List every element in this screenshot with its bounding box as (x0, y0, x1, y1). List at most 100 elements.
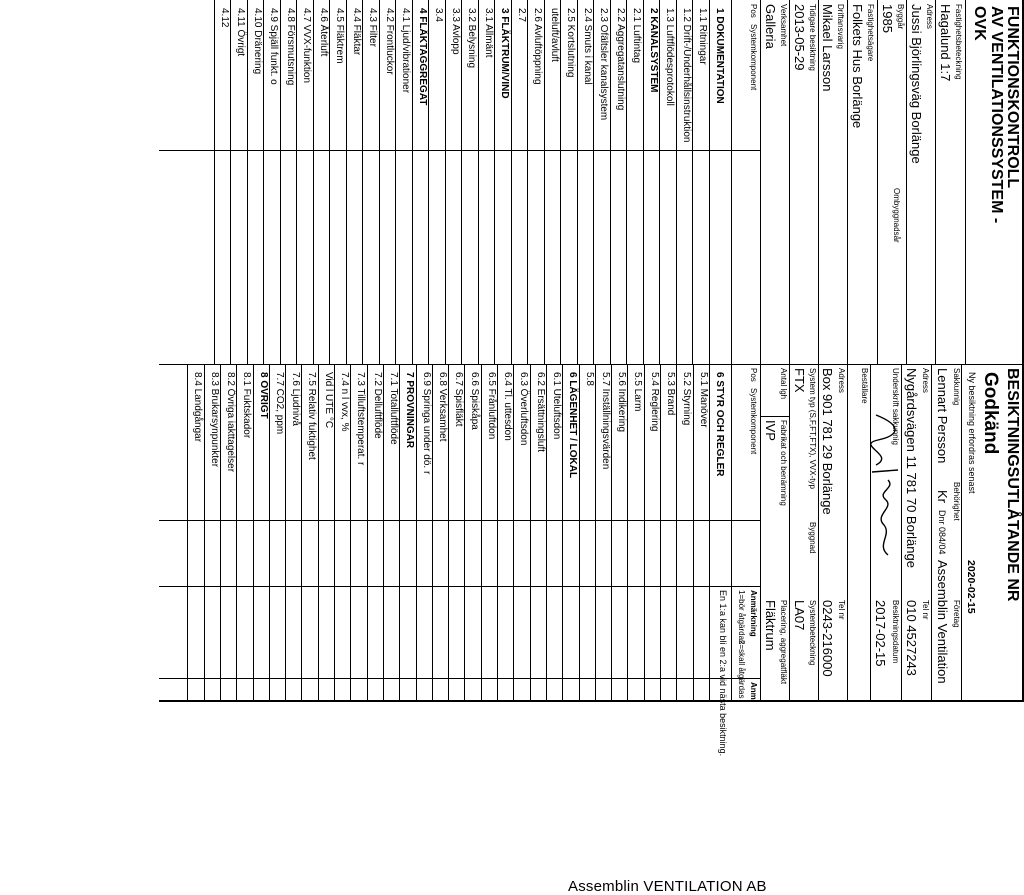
date-label: Besiktningsdatum (891, 600, 900, 664)
component-row: 2.7 (516, 8, 527, 22)
row-divider (329, 0, 331, 364)
year: 1985 (880, 4, 895, 33)
row-divider (578, 364, 580, 702)
component-row: 3 FLÄKTRUM/VIND (499, 8, 511, 99)
component-row: 8 ÖVRIGT (257, 372, 269, 419)
row-divider (529, 364, 531, 702)
component-row: 1.2 Drift-/Underhållsinstruktion (681, 8, 692, 143)
title-line-2: AV VENTILATIONSSYSTEM - (988, 6, 1005, 224)
component-row: 4.8 Försmutsning (285, 8, 296, 86)
operator-label: Driftansvarig (836, 4, 845, 49)
component-row: 4 FLÄKTAGGREGAT (417, 8, 428, 106)
row-divider (560, 0, 562, 364)
component-row: 2.6 Avluftöppning (532, 8, 544, 85)
component-row: 1.3 Luftflödesprotokoll (664, 8, 676, 106)
row-divider (546, 364, 547, 702)
client-address: Box 901 781 29 Borlänge (820, 368, 835, 515)
component-row: 5.3 Brand (665, 372, 677, 416)
row-divider (626, 0, 628, 364)
row-divider (214, 0, 215, 364)
client-phone: 0243-216000 (820, 600, 835, 677)
row-divider (379, 0, 380, 364)
row-divider (187, 364, 189, 702)
col-notes: Anmärkning (749, 590, 758, 637)
row-divider (562, 364, 564, 702)
expert-label: Sakkunnig (952, 368, 961, 406)
system-desig-label: Systembeteckning (808, 600, 817, 666)
row-divider (263, 0, 265, 364)
component-row: 4.4 Fläktar (351, 8, 362, 56)
row-divider (709, 0, 710, 364)
component-row: 7 PROVNINGAR (404, 372, 416, 449)
row-divider (399, 364, 401, 702)
component-row: 4.10 Dränering (252, 8, 263, 75)
col-component-right: Systemkomponent (749, 388, 758, 455)
designation-label: Fastighetsbeteckning (954, 4, 963, 80)
address-label: Adress (925, 4, 934, 29)
row-divider (301, 364, 303, 702)
title-line-3: OVK (971, 6, 988, 41)
component-row: 7.4 n l vvx, % (339, 372, 351, 432)
system-maker-label: Fabrikat och benämning (779, 420, 788, 506)
inspector-address-label: Adress (921, 368, 930, 393)
row-divider (544, 0, 545, 364)
row-divider (676, 364, 678, 702)
component-row: 6 STYR OCH REGLER (714, 372, 725, 477)
row-divider (478, 0, 479, 364)
next-inspection-date: 2020-02-15 (965, 560, 977, 614)
activity: Galleria (763, 4, 778, 49)
system-type: FTX (792, 368, 807, 393)
row-divider (431, 364, 433, 702)
component-row: 6.9 Springa under dö. r (420, 372, 432, 475)
component-row: 5.5 Larm (632, 372, 644, 412)
component-row: 4.2 Frontluckor (384, 8, 395, 75)
component-row: 3.2 Belysning (466, 8, 478, 69)
row-divider (660, 364, 662, 702)
activity-label: Verksamhet (779, 4, 788, 47)
component-row: 8.4 Landgångar (192, 372, 204, 443)
component-row: 4.7 VVX-funktion (301, 8, 313, 84)
component-row: 5.6 Indikering (616, 372, 628, 433)
component-row: 4.3 Filter (367, 8, 379, 47)
component-row: 6.5 Frånluftdon (485, 372, 497, 440)
auth-kr: Kr (935, 490, 950, 503)
component-row: 5.7 Inställningsvärden (599, 372, 611, 470)
form-frame (159, 0, 1024, 702)
row-divider (676, 0, 677, 364)
component-row: 2.5 Kortslutning (565, 8, 577, 78)
note-1: En 1:a kan bli en 2:a vid nästa besiktni… (718, 590, 728, 757)
row-divider (494, 0, 496, 364)
next-inspection-label: Ny besiktning erfordras senast (967, 372, 977, 494)
row-divider (317, 364, 319, 702)
row-divider (415, 364, 417, 702)
row-divider (461, 0, 463, 364)
row-divider (362, 0, 364, 364)
inspection-form: FUNKTIONSKONTROLL AV VENTILATIONSSYSTEM … (159, 0, 1024, 756)
row-divider (527, 0, 529, 364)
row-divider (464, 364, 466, 702)
row-divider (230, 0, 232, 364)
row-divider (252, 364, 254, 702)
component-row: 6.3 Överluftsdon (518, 372, 530, 446)
inspection-date: 2017-02-15 (873, 600, 888, 667)
system-maker: IVP (763, 420, 778, 441)
row-divider (412, 0, 413, 364)
row-divider (513, 364, 515, 702)
system-place-label: Placering, aggregatfläkt (779, 600, 788, 685)
col-component-left: Systemkomponent (749, 24, 758, 91)
component-row: 6.6 Spiskåpa (469, 372, 481, 430)
col-amn: Anm (749, 682, 758, 700)
row-divider (428, 0, 430, 364)
prev-inspection-label: Tidigare besiktning (808, 4, 817, 71)
component-row: 2.2 Aggregatanslutning (615, 8, 626, 111)
auth-label: Behörighet (952, 482, 961, 521)
row-divider (395, 0, 397, 364)
component-row: 7.2 Delluftflöde (371, 372, 383, 439)
client-phone-label: Tel nr (837, 600, 846, 620)
verdict: Godkänd (980, 372, 1001, 455)
component-row: 8.1 Fuktskador (241, 372, 253, 439)
component-row: 3.4 (433, 8, 445, 22)
expert: Lennart Persson (935, 368, 950, 464)
row-divider (577, 0, 578, 364)
row-divider (296, 0, 298, 364)
